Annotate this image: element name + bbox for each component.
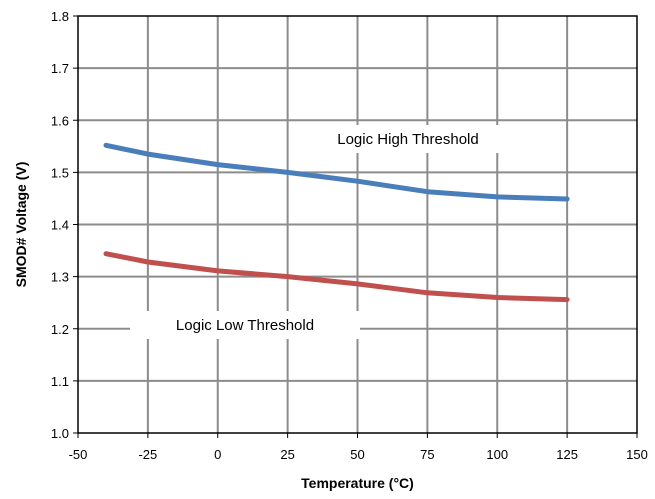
series-labels: Logic High Threshold Logic Low Threshold: [130, 125, 503, 339]
x-tick-label: -50: [69, 447, 88, 462]
y-axis-title: SMOD# Voltage (V): [13, 162, 29, 288]
x-tick-label: 150: [626, 447, 648, 462]
y-tick-label: 1.0: [51, 426, 69, 441]
y-tick-label: 1.8: [51, 9, 69, 24]
y-tick-label: 1.7: [51, 61, 69, 76]
series-label-text: Logic Low Threshold: [176, 317, 314, 334]
x-tick-label: 100: [486, 447, 508, 462]
x-tick-label: 0: [214, 447, 221, 462]
series-label-text: Logic High Threshold: [337, 131, 478, 148]
x-tick-label: -25: [138, 447, 157, 462]
y-tick-label: 1.1: [51, 374, 69, 389]
y-tick-label: 1.2: [51, 322, 69, 337]
x-axis-title: Temperature (°C): [301, 475, 414, 491]
gridlines: [78, 16, 637, 433]
x-tick-label: 50: [350, 447, 364, 462]
x-axis-ticks: -50 -25 0 25 50 75 100 125 150: [69, 433, 648, 462]
x-tick-label: 75: [420, 447, 434, 462]
y-tick-label: 1.6: [51, 113, 69, 128]
y-axis-ticks: 1.0 1.1 1.2 1.3 1.4 1.5 1.6 1.7 1.8: [51, 9, 78, 441]
y-tick-label: 1.5: [51, 165, 69, 180]
y-tick-label: 1.4: [51, 218, 69, 233]
y-tick-label: 1.3: [51, 270, 69, 285]
x-tick-label: 125: [556, 447, 578, 462]
x-tick-label: 25: [280, 447, 294, 462]
